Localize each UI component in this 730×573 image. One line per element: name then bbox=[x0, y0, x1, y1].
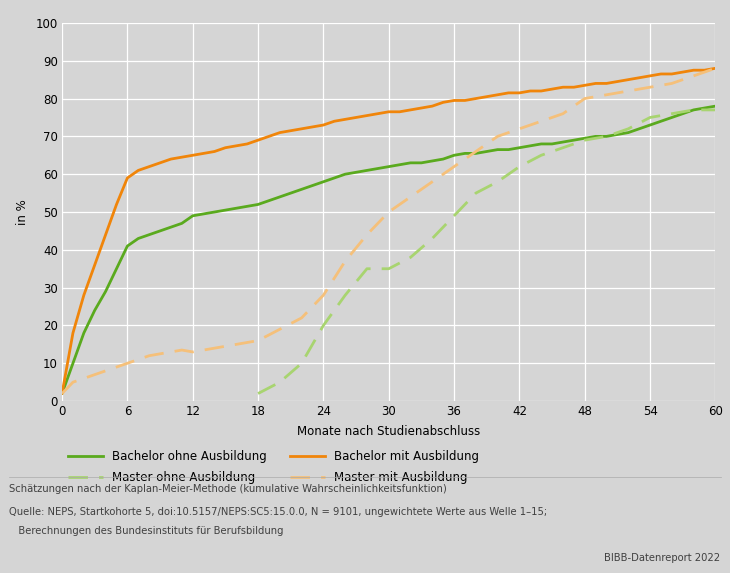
Y-axis label: in %: in % bbox=[15, 199, 28, 225]
Text: Quelle: NEPS, Startkohorte 5, doi:10.5157/NEPS:SC5:15.0.0, N = 9101, ungewichtet: Quelle: NEPS, Startkohorte 5, doi:10.515… bbox=[9, 507, 548, 517]
Legend: Bachelor ohne Ausbildung, Master ohne Ausbildung, Bachelor mit Ausbildung, Maste: Bachelor ohne Ausbildung, Master ohne Au… bbox=[68, 450, 479, 484]
Text: BIBB-Datenreport 2022: BIBB-Datenreport 2022 bbox=[604, 553, 721, 563]
X-axis label: Monate nach Studienabschluss: Monate nach Studienabschluss bbox=[297, 425, 480, 438]
Text: Berechnungen des Bundesinstituts für Berufsbildung: Berechnungen des Bundesinstituts für Ber… bbox=[9, 526, 284, 536]
Text: Schätzungen nach der Kaplan-Meier-Methode (kumulative Wahrscheinlichkeitsfunktio: Schätzungen nach der Kaplan-Meier-Method… bbox=[9, 484, 447, 494]
